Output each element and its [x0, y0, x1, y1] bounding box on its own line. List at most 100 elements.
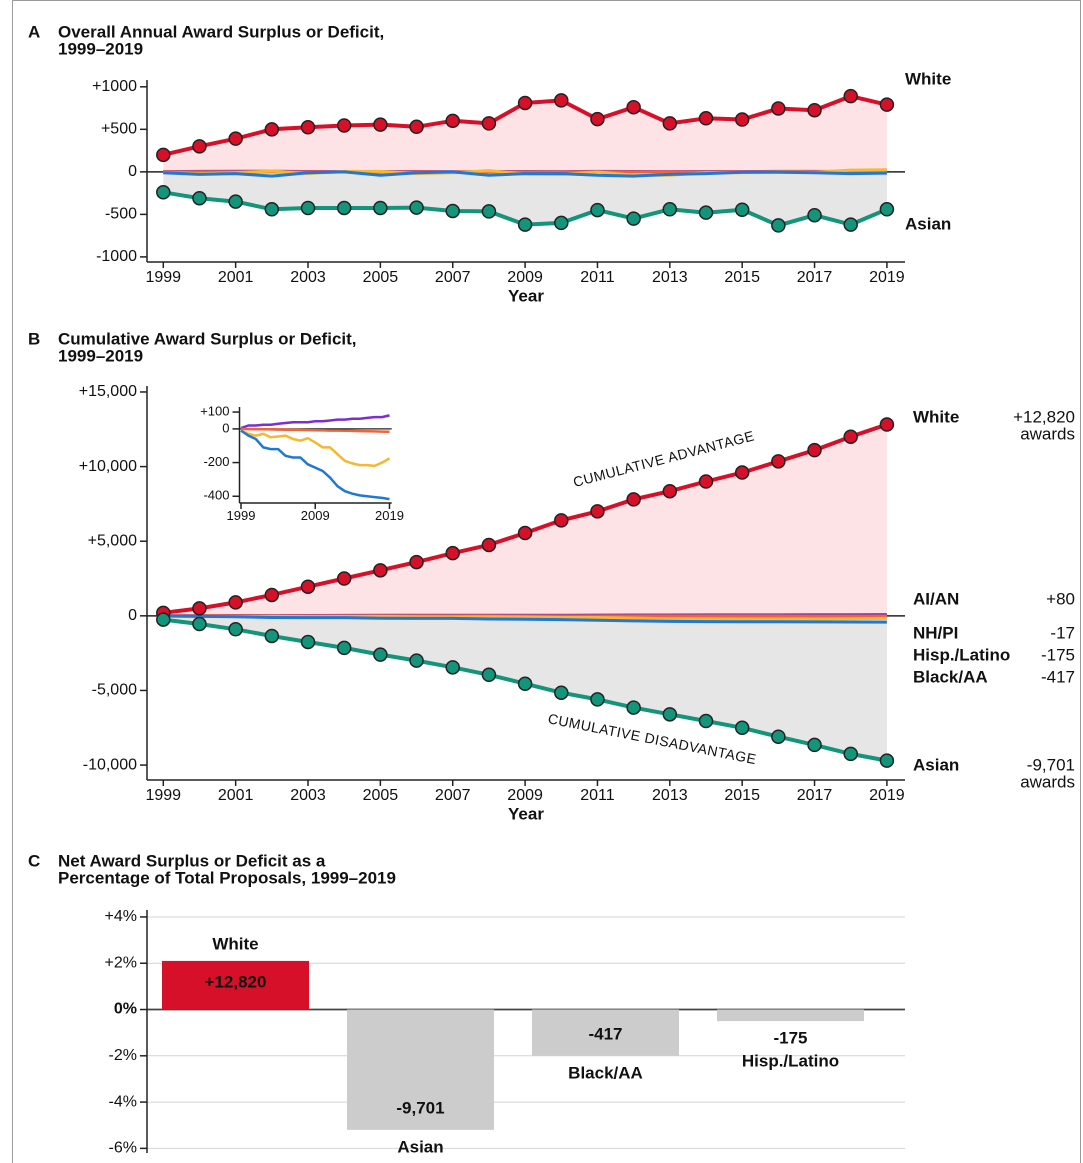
end-value-label: +12,820 — [1013, 407, 1075, 426]
point — [445, 545, 460, 561]
point — [554, 215, 569, 231]
point — [626, 99, 641, 115]
point — [481, 667, 497, 683]
x-tick-label: 2015 — [724, 269, 760, 286]
point — [734, 720, 750, 736]
category-label: Asian — [397, 1137, 443, 1156]
series-label: NH/PI — [913, 623, 958, 642]
point — [662, 707, 678, 722]
point — [192, 616, 207, 632]
point — [373, 117, 388, 132]
x-tick-label: 2003 — [290, 269, 326, 286]
point — [517, 525, 533, 541]
point — [698, 474, 714, 489]
point — [228, 622, 243, 637]
end-unit-label: awards — [1020, 424, 1075, 443]
line — [163, 170, 887, 178]
x-axis-title: Year — [508, 286, 544, 305]
point — [807, 102, 822, 118]
y-tick-label: +100 — [200, 403, 229, 418]
point — [734, 202, 750, 217]
point — [445, 203, 460, 219]
chart-title: Net Award Surplus or Deficit as a — [58, 851, 326, 870]
point — [626, 211, 641, 226]
end-value-label: -17 — [1050, 623, 1075, 642]
point — [481, 116, 497, 131]
point — [192, 190, 207, 206]
y-tick-label: 0 — [128, 607, 137, 624]
y-tick-label: -200 — [203, 454, 229, 469]
x-tick-label: 2007 — [435, 269, 471, 286]
y-tick-label: -1000 — [96, 248, 137, 265]
point — [156, 612, 171, 627]
point — [590, 692, 605, 707]
chart-title: 1999–2019 — [58, 39, 143, 58]
chart-title: 1999–2019 — [58, 346, 143, 365]
series-label: Asian — [913, 755, 959, 774]
inset-line — [240, 414, 390, 430]
point — [554, 685, 569, 700]
point — [626, 492, 641, 507]
point — [336, 571, 352, 586]
point — [879, 417, 895, 432]
x-tick-label: 2009 — [507, 269, 543, 286]
point — [771, 454, 786, 469]
point — [409, 200, 424, 215]
point — [300, 119, 316, 135]
point — [517, 217, 533, 232]
point — [228, 194, 243, 209]
line — [163, 614, 887, 624]
point — [409, 554, 424, 570]
end-value-label: -9,701 — [1027, 755, 1075, 774]
y-tick-label: +4% — [105, 908, 137, 925]
y-tick-label: 0% — [114, 1001, 137, 1018]
point — [807, 207, 822, 223]
area — [163, 96, 887, 172]
point — [264, 202, 280, 217]
chart-title: Overall Annual Award Surplus or Deficit, — [58, 22, 384, 41]
x-tick-label: 2017 — [797, 787, 833, 804]
x-tick-label: 2011 — [580, 269, 615, 286]
inset-background — [239, 403, 394, 503]
y-tick-label: +1000 — [92, 78, 137, 95]
area — [163, 615, 887, 761]
x-tick-label: 1999 — [145, 269, 181, 286]
point — [590, 202, 605, 218]
x-tick-label: 2019 — [375, 508, 404, 523]
point — [336, 640, 352, 656]
series-label: AI/AN — [913, 589, 959, 608]
x-tick-label: 2005 — [363, 269, 399, 286]
x-tick-label: 2007 — [435, 787, 471, 804]
y-tick-label: -500 — [105, 206, 137, 223]
point — [517, 95, 533, 111]
y-tick-label: +15,000 — [79, 383, 137, 400]
end-unit-label: awards — [1020, 772, 1075, 791]
bar — [717, 1009, 864, 1022]
x-tick-label: 2003 — [290, 787, 326, 804]
y-tick-label: 0 — [128, 163, 137, 180]
end-value-label: -417 — [1041, 667, 1075, 686]
point — [373, 200, 388, 216]
point — [771, 729, 786, 744]
y-tick-label: +2% — [105, 954, 137, 971]
point — [156, 185, 171, 200]
point — [192, 601, 207, 616]
point — [662, 483, 678, 499]
x-tick-label: 2013 — [652, 787, 688, 804]
point — [409, 653, 424, 668]
frame — [12, 0, 1081, 1163]
bar-value-label: -9,701 — [396, 1098, 444, 1117]
x-axis-title: Year — [508, 804, 544, 823]
x-tick-label: 2017 — [797, 269, 833, 286]
panel-label: C — [28, 851, 40, 870]
panel-label: A — [28, 22, 40, 41]
point — [300, 579, 316, 594]
point — [192, 139, 207, 154]
point — [879, 202, 895, 217]
point — [481, 537, 497, 553]
x-tick-label: 1999 — [145, 787, 181, 804]
point — [300, 634, 316, 650]
y-tick-label: -2% — [109, 1047, 137, 1064]
y-tick-label: -5,000 — [92, 682, 137, 699]
bar — [532, 1009, 679, 1056]
